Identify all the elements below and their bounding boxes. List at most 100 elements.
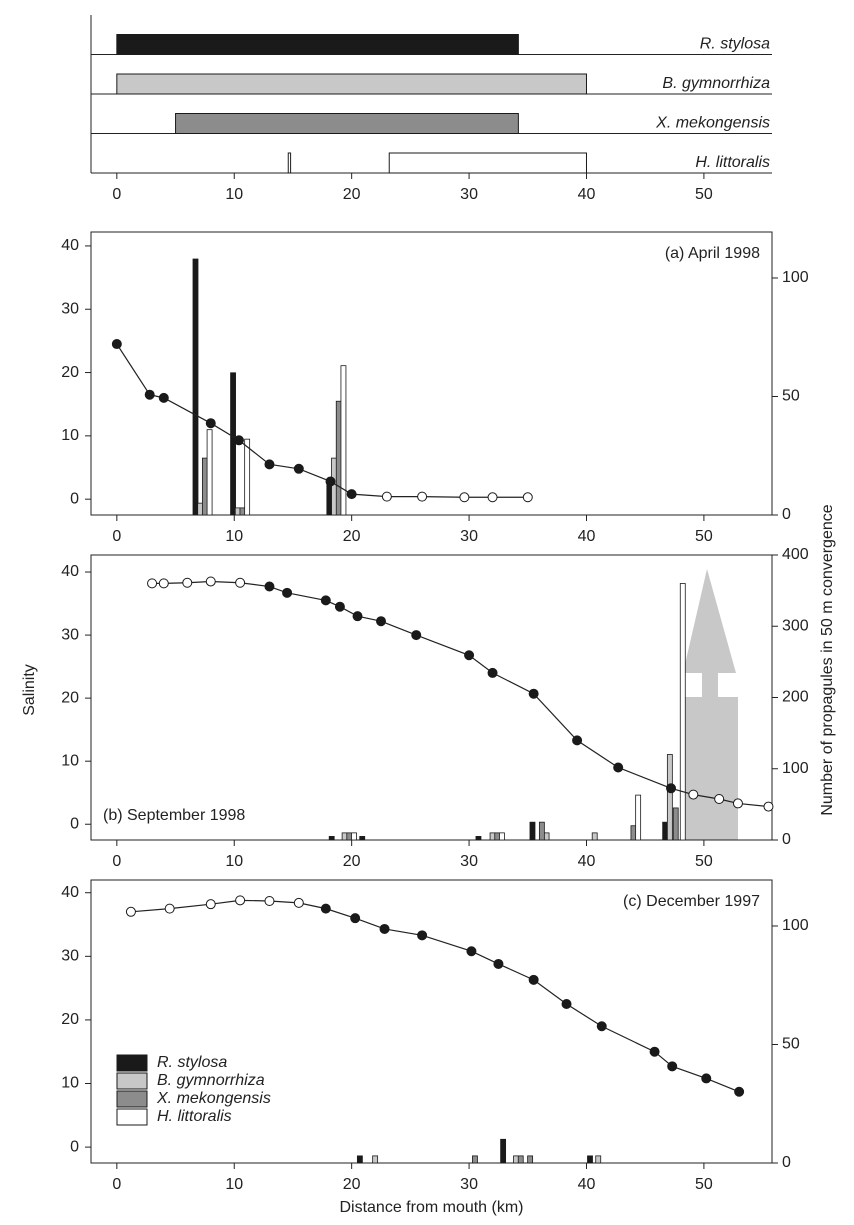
propagule-bar <box>197 502 204 516</box>
salinity-point <box>205 899 216 910</box>
x-tick-label: 10 <box>225 528 243 545</box>
salinity-line <box>152 580 769 808</box>
salinity-point <box>205 576 216 587</box>
propagule-bar <box>527 1155 534 1164</box>
y-tick-label: 20 <box>61 689 79 706</box>
salinity-point <box>264 459 275 470</box>
range-bar <box>116 34 519 55</box>
y2-tick-label: 200 <box>782 689 809 706</box>
panel-annotation: (b) September 1998 <box>103 807 245 824</box>
salinity-point <box>487 492 498 503</box>
propagule-bar <box>475 836 482 841</box>
propagule-bar <box>587 1155 593 1164</box>
salinity-point <box>459 492 470 503</box>
x-tick-label: 0 <box>112 1176 121 1193</box>
y-tick-label: 40 <box>61 884 79 901</box>
salinity-point <box>763 801 774 812</box>
propagule-bar <box>538 821 545 841</box>
propagule-bar <box>328 836 335 841</box>
legend-swatch <box>116 1108 148 1126</box>
salinity-point <box>417 930 428 941</box>
salinity-point <box>320 595 331 606</box>
propagule-bar <box>635 794 642 841</box>
species-label: R. stylosa <box>700 36 770 53</box>
legend-label: H. littoralis <box>157 1108 232 1125</box>
propagule-bar <box>372 1155 379 1164</box>
salinity-point <box>346 489 357 500</box>
salinity-point <box>376 616 387 627</box>
y2-tick-label: 400 <box>782 546 809 563</box>
salinity-point <box>528 974 539 985</box>
x-tick-label: 10 <box>225 186 243 203</box>
y2-tick-label: 100 <box>782 917 809 934</box>
salinity-point <box>572 735 583 746</box>
x-tick-label: 40 <box>578 1176 596 1193</box>
y-tick-label: 0 <box>70 815 79 832</box>
x-tick-label: 10 <box>225 1176 243 1193</box>
salinity-point <box>164 903 175 914</box>
x-tick-label: 10 <box>225 853 243 870</box>
salinity-point <box>235 577 246 588</box>
salinity-point <box>158 392 169 403</box>
salinity-point <box>325 476 336 487</box>
range-bar <box>116 73 587 95</box>
salinity-point <box>264 895 275 906</box>
y2-tick-label: 300 <box>782 617 809 634</box>
salinity-point <box>264 581 275 592</box>
propagule-bar <box>239 507 246 516</box>
propagule-bar <box>666 754 673 841</box>
salinity-point <box>649 1046 660 1057</box>
salinity-point <box>522 492 533 503</box>
propagule-bar <box>489 832 496 841</box>
x-tick-label: 30 <box>460 853 478 870</box>
salinity-point <box>417 491 428 502</box>
salinity-point <box>352 611 363 622</box>
y-tick-label: 10 <box>61 1075 79 1092</box>
salinity-point <box>466 946 477 957</box>
x-tick-label: 50 <box>695 528 713 545</box>
range-bar <box>287 152 292 174</box>
salinity-point <box>701 1073 712 1084</box>
salinity-point <box>528 688 539 699</box>
salinity-point <box>182 577 193 588</box>
x-tick-label: 40 <box>578 528 596 545</box>
y-tick-label: 0 <box>70 490 79 507</box>
salinity-point <box>487 667 498 678</box>
legend-swatch <box>116 1072 148 1090</box>
species-label: H. littoralis <box>695 154 770 171</box>
plot-frame <box>90 231 773 516</box>
propagule-bar <box>244 438 251 516</box>
propagule-bar <box>517 1155 524 1164</box>
salinity-point <box>144 389 155 400</box>
legend-label: R. stylosa <box>157 1054 227 1071</box>
salinity-point <box>158 578 169 589</box>
propagule-bar <box>230 372 236 516</box>
y-tick-label: 30 <box>61 626 79 643</box>
salinity-point <box>334 601 345 612</box>
salinity-point <box>111 339 122 350</box>
y2-tick-label: 0 <box>782 831 791 848</box>
salinity-point <box>147 578 158 589</box>
range-bar <box>175 113 519 134</box>
salinity-point <box>381 491 392 502</box>
propagule-bar <box>359 836 366 841</box>
y-tick-label: 30 <box>61 300 79 317</box>
propagule-bar <box>500 1138 507 1164</box>
propagule-bar <box>335 400 342 516</box>
propagule-bar <box>630 825 637 841</box>
salinity-point <box>666 783 677 794</box>
salinity-point <box>233 435 244 446</box>
x-tick-label: 50 <box>695 186 713 203</box>
y-tick-label: 40 <box>61 563 79 580</box>
propagule-bar <box>351 832 357 841</box>
salinity-point <box>734 1086 745 1097</box>
salinity-point <box>688 789 699 800</box>
salinity-point <box>464 650 475 661</box>
salinity-point <box>205 418 216 429</box>
propagule-bar <box>543 832 550 841</box>
salinity-point <box>561 999 572 1010</box>
panel-annotation: (c) December 1997 <box>623 893 760 910</box>
x-tick-label: 50 <box>695 1176 713 1193</box>
propagule-bar <box>591 832 598 841</box>
